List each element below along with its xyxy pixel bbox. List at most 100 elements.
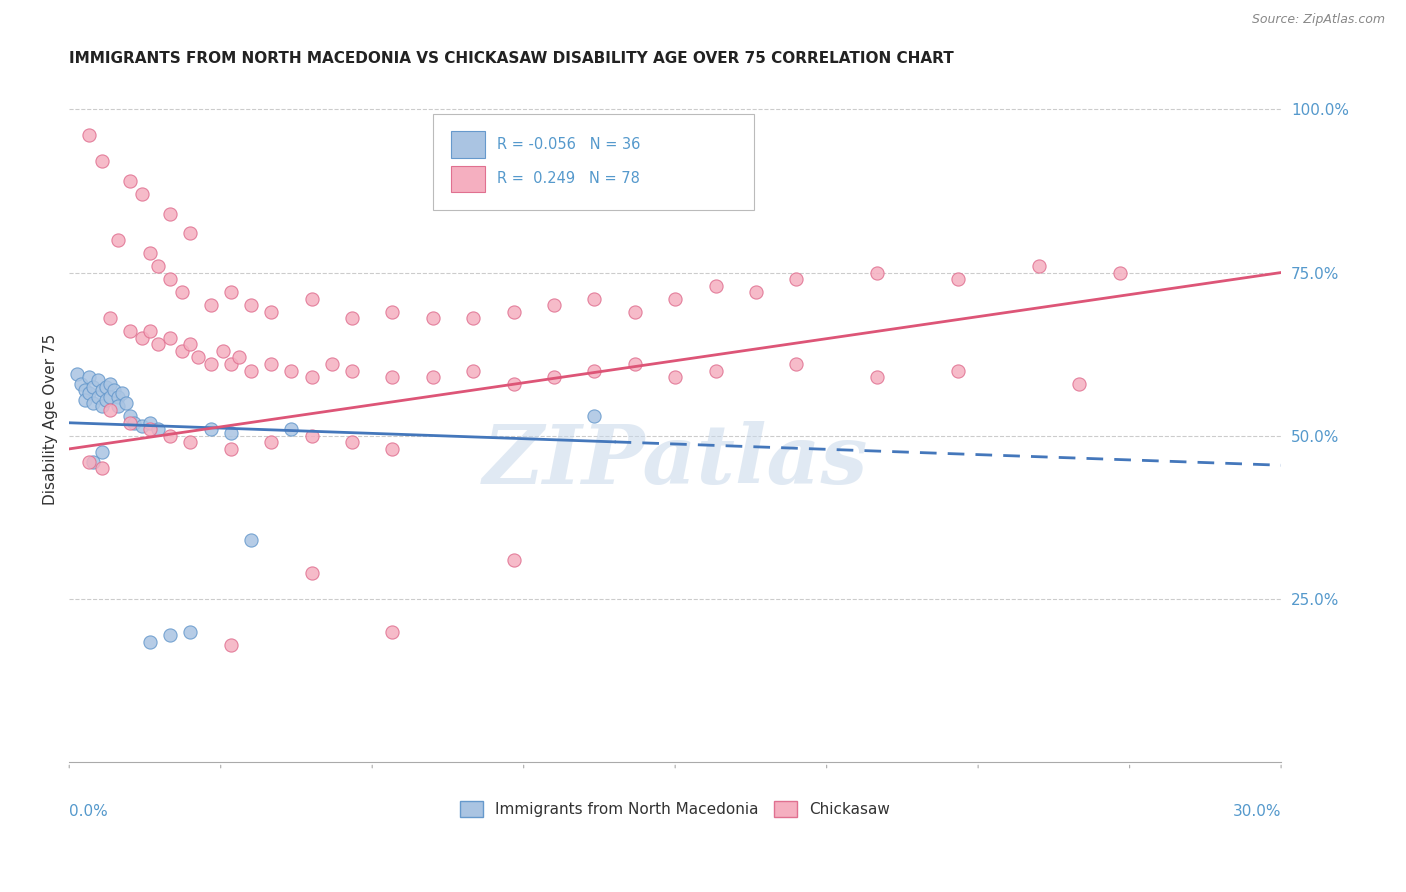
Point — [179, 227, 201, 241]
Point — [340, 311, 363, 326]
Point — [90, 445, 112, 459]
FancyBboxPatch shape — [433, 114, 754, 211]
Point — [583, 292, 606, 306]
Point — [340, 363, 363, 377]
Point — [381, 624, 404, 639]
Point — [543, 370, 565, 384]
Point — [745, 285, 768, 299]
Point — [90, 400, 112, 414]
Point — [200, 422, 222, 436]
Text: 0.0%: 0.0% — [69, 804, 108, 819]
Point — [866, 266, 889, 280]
Point — [79, 128, 101, 143]
Point — [381, 304, 404, 318]
Point — [98, 402, 121, 417]
Point — [583, 363, 606, 377]
Point — [228, 351, 250, 365]
Point — [107, 233, 129, 247]
Point — [946, 363, 969, 377]
Point — [785, 357, 807, 371]
Point — [94, 380, 117, 394]
Point — [219, 442, 242, 456]
Point — [785, 272, 807, 286]
Point — [75, 392, 97, 407]
Point — [240, 533, 263, 548]
Point — [340, 435, 363, 450]
Point — [159, 331, 181, 345]
Point — [422, 311, 444, 326]
Text: ZIPatlas: ZIPatlas — [482, 421, 868, 500]
Point — [463, 363, 485, 377]
Point — [114, 396, 136, 410]
Point — [90, 461, 112, 475]
Point — [704, 278, 727, 293]
Point — [664, 370, 686, 384]
Point — [82, 396, 104, 410]
Point — [107, 390, 129, 404]
Point — [502, 553, 524, 567]
Point — [1028, 259, 1050, 273]
Point — [301, 429, 323, 443]
Point — [103, 383, 125, 397]
Point — [301, 370, 323, 384]
Point — [139, 634, 162, 648]
Point — [118, 409, 141, 424]
Point — [98, 311, 121, 326]
Point — [98, 390, 121, 404]
Point — [543, 298, 565, 312]
Point — [79, 386, 101, 401]
Point — [623, 357, 645, 371]
Point — [321, 357, 343, 371]
Point — [211, 343, 233, 358]
Point — [86, 390, 108, 404]
Point — [1069, 376, 1091, 391]
Y-axis label: Disability Age Over 75: Disability Age Over 75 — [44, 334, 58, 505]
Point — [704, 363, 727, 377]
Point — [82, 455, 104, 469]
Point — [219, 357, 242, 371]
Point — [260, 304, 283, 318]
Text: IMMIGRANTS FROM NORTH MACEDONIA VS CHICKASAW DISABILITY AGE OVER 75 CORRELATION : IMMIGRANTS FROM NORTH MACEDONIA VS CHICK… — [69, 51, 955, 66]
Point — [301, 292, 323, 306]
Point — [172, 285, 194, 299]
Point — [79, 370, 101, 384]
Point — [90, 154, 112, 169]
Point — [118, 324, 141, 338]
Point — [79, 455, 101, 469]
Point — [139, 246, 162, 260]
Point — [139, 416, 162, 430]
Legend: Immigrants from North Macedonia, Chickasaw: Immigrants from North Macedonia, Chickas… — [454, 795, 896, 823]
Point — [179, 337, 201, 351]
Point — [146, 337, 169, 351]
Point — [75, 383, 97, 397]
Point — [90, 383, 112, 397]
Point — [463, 311, 485, 326]
Point — [146, 259, 169, 273]
Point — [139, 324, 162, 338]
Text: R =  0.249   N = 78: R = 0.249 N = 78 — [496, 171, 640, 186]
Point — [98, 376, 121, 391]
Text: 30.0%: 30.0% — [1233, 804, 1281, 819]
Point — [172, 343, 194, 358]
Point — [1108, 266, 1130, 280]
Point — [187, 351, 209, 365]
Point — [240, 298, 263, 312]
Point — [139, 422, 162, 436]
Point — [583, 409, 606, 424]
Point — [131, 187, 153, 202]
Point — [107, 400, 129, 414]
Point — [131, 419, 153, 434]
Point — [159, 429, 181, 443]
Point — [260, 435, 283, 450]
Point — [240, 363, 263, 377]
Point — [94, 392, 117, 407]
Point — [159, 207, 181, 221]
Point — [118, 174, 141, 188]
Point — [66, 367, 89, 381]
Point — [422, 370, 444, 384]
Point — [179, 435, 201, 450]
Point — [866, 370, 889, 384]
Point — [301, 566, 323, 580]
Point — [381, 442, 404, 456]
Point — [381, 370, 404, 384]
